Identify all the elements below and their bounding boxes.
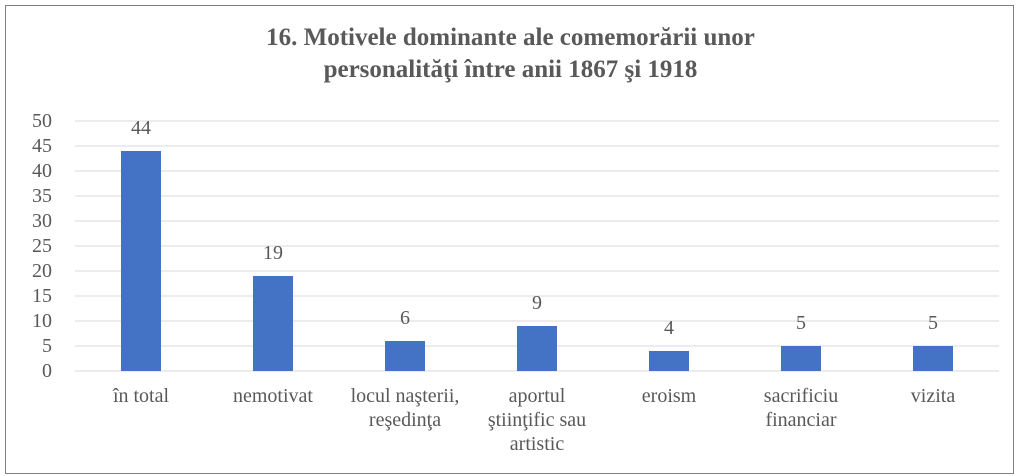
y-tick-label: 35 — [32, 185, 52, 207]
bar — [649, 351, 689, 371]
value-label: 5 — [928, 312, 938, 334]
x-tick-label: în total — [112, 385, 170, 407]
bar — [781, 346, 821, 371]
y-tick-label: 15 — [32, 285, 52, 307]
x-tick-label: locul naşterii, reşedinţa — [350, 385, 460, 431]
y-tick-label: 45 — [32, 135, 52, 157]
y-tick-label: 50 — [32, 110, 52, 132]
x-tick-label: eroism — [641, 385, 697, 407]
y-tick-label: 10 — [32, 310, 52, 332]
x-tick-label: vizita — [910, 385, 956, 407]
bar — [253, 276, 293, 371]
bar — [517, 326, 557, 371]
value-label: 5 — [796, 312, 806, 334]
y-tick-label: 25 — [32, 235, 52, 257]
value-label: 4 — [664, 317, 674, 339]
y-tick-label: 0 — [42, 360, 52, 382]
y-tick-label: 5 — [42, 335, 52, 357]
value-label: 9 — [532, 292, 542, 314]
x-tick-label: sacrificiu financiar — [763, 385, 839, 431]
x-tick-label: nemotivat — [233, 385, 313, 407]
y-tick-label: 30 — [32, 210, 52, 232]
y-tick-label: 40 — [32, 160, 52, 182]
y-tick-label: 20 — [32, 260, 52, 282]
x-tick-label: aportul ştiinţific sau artistic — [487, 385, 587, 455]
chart-frame — [5, 5, 1014, 474]
chart-title-box: 16. Motivele dominante ale comemorării u… — [0, 22, 1021, 86]
bar — [913, 346, 953, 371]
value-label: 19 — [263, 242, 283, 264]
bar — [385, 341, 425, 371]
bar — [121, 151, 161, 371]
value-label: 6 — [400, 307, 410, 329]
chart-title: 16. Motivele dominante ale comemorării u… — [266, 24, 755, 83]
value-label: 44 — [131, 117, 151, 139]
